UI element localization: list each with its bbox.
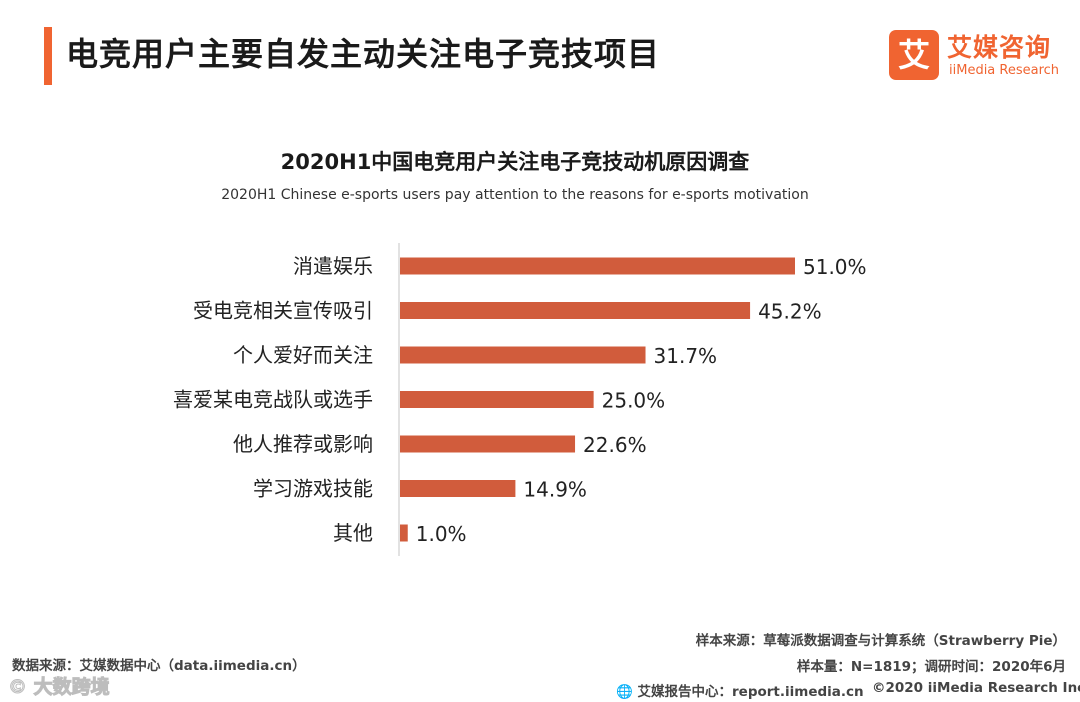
category-label: 消遣娱乐 [293, 254, 373, 278]
chart-subtitle: 2020H1 Chinese e-sports users pay attent… [221, 187, 809, 203]
data-label: 31.7% [654, 344, 718, 368]
category-label: 学习游戏技能 [253, 477, 373, 501]
sample-info-note: 样本量：N=1819；调研时间：2020年6月 [796, 659, 1066, 675]
data-source-note: 数据来源：艾媒数据中心（data.iimedia.cn） [12, 658, 306, 674]
data-label: 45.2% [758, 300, 822, 324]
page-title: 电竞用户主要自发主动关注电子竞技项目 [66, 35, 661, 73]
title-accent-bar [44, 27, 52, 85]
category-label: 个人爱好而关注 [233, 343, 373, 367]
logo-name-cn: 艾媒咨询 [947, 33, 1052, 62]
bar [400, 346, 646, 364]
globe-icon: 🌐 [616, 684, 633, 700]
report-center-text: 艾媒报告中心：report.iimedia.cn [637, 684, 864, 700]
data-label: 25.0% [602, 389, 666, 413]
chart-title: 2020H1中国电竞用户关注电子竞技动机原因调查 [280, 150, 750, 174]
category-label: 喜爱某电竞战队或选手 [173, 388, 373, 412]
bar [400, 302, 751, 319]
bar [400, 524, 408, 542]
iimedia-logo: 艾 艾媒咨询 iiMedia Research [889, 30, 1069, 80]
watermark: © 大数跨境 [8, 676, 111, 699]
logo-mark-icon: 艾 [889, 30, 939, 80]
bar [400, 435, 576, 453]
report-center-link[interactable]: 🌐 艾媒报告中心：report.iimedia.cn [616, 680, 864, 700]
data-label: 22.6% [583, 433, 647, 457]
sample-source-note: 样本来源：草莓派数据调查与计算系统（Strawberry Pie） [695, 633, 1066, 649]
data-label: 14.9% [523, 478, 587, 502]
bar [400, 391, 594, 408]
category-label: 其他 [333, 521, 373, 545]
logo-name-en: iiMedia Research [949, 63, 1060, 78]
category-label: 他人推荐或影响 [233, 432, 373, 456]
bar [400, 257, 795, 275]
data-label: 51.0% [803, 255, 867, 279]
bar [400, 480, 516, 497]
data-label: 1.0% [416, 522, 467, 546]
copyright-note: ©2020 iiMedia Research Inc [872, 680, 1080, 696]
category-label: 受电竞相关宣传吸引 [193, 299, 373, 323]
